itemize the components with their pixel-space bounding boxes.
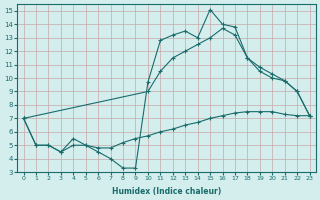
X-axis label: Humidex (Indice chaleur): Humidex (Indice chaleur) <box>112 187 221 196</box>
